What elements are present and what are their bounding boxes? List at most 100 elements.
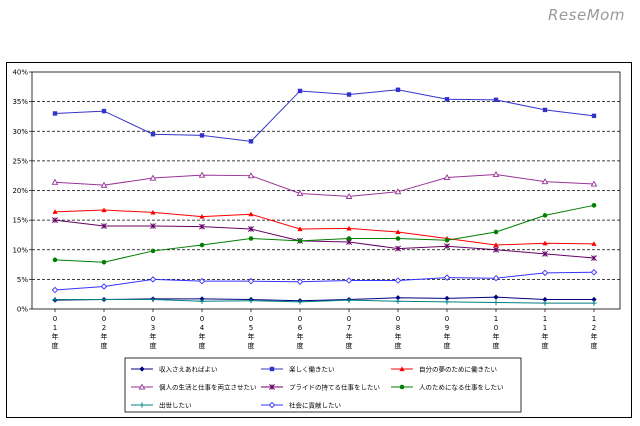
y-tick-label: 10%	[12, 246, 28, 254]
series-5	[52, 217, 597, 261]
series-line	[54, 209, 595, 246]
data-point	[493, 229, 499, 235]
data-point	[199, 133, 205, 138]
data-point	[591, 241, 597, 246]
data-point	[346, 92, 352, 97]
data-point	[395, 245, 401, 252]
data-point	[247, 172, 255, 179]
y-tick-label: 35%	[12, 98, 28, 106]
x-tick-label: 0 5 年度	[248, 315, 255, 350]
data-point	[296, 278, 304, 285]
data-point	[248, 211, 254, 217]
data-point	[591, 255, 597, 261]
data-point	[395, 87, 401, 92]
data-point	[541, 178, 549, 185]
data-point	[444, 97, 450, 102]
data-point	[395, 298, 401, 304]
series-8	[51, 269, 598, 294]
legend: 収入さえあればよい 楽しく働きたい 自分の夢のために働きたい個人の生活と仕事を両立さ…	[124, 357, 522, 413]
data-point	[493, 246, 499, 253]
legend-marker	[399, 366, 405, 372]
series-line	[55, 299, 594, 304]
data-point	[199, 213, 205, 219]
data-point	[150, 209, 156, 215]
legend-label: 個人の生活と仕事を両立させたい	[159, 383, 257, 392]
data-point	[345, 277, 353, 284]
legend-box	[124, 357, 522, 413]
data-point	[51, 286, 59, 294]
y-tick-label: 30%	[12, 128, 28, 136]
data-point	[52, 296, 58, 303]
data-point	[248, 226, 254, 232]
data-point	[395, 236, 401, 241]
data-point	[590, 180, 598, 187]
data-point	[345, 192, 353, 199]
data-point	[590, 269, 598, 276]
legend-item: プライドの持てる仕事をしたい	[261, 383, 380, 392]
data-point	[346, 236, 352, 241]
legend-label: 社会に貢献したい	[289, 401, 341, 410]
grid-lines	[31, 71, 621, 310]
data-point	[297, 299, 303, 305]
y-tick-label: 0%	[17, 306, 28, 314]
data-point	[150, 248, 156, 254]
series-2	[52, 87, 597, 144]
x-tick-label: 0 7 年度	[346, 315, 353, 350]
legend-label: 出世したい	[159, 401, 192, 410]
data-point	[443, 173, 451, 180]
data-point	[395, 229, 401, 235]
data-point	[492, 170, 500, 178]
data-point	[198, 277, 206, 285]
y-tick-label: 25%	[12, 157, 28, 165]
data-point	[493, 294, 499, 300]
series-line	[54, 204, 595, 263]
data-point	[542, 213, 548, 218]
data-point	[394, 277, 402, 284]
legend-marker	[139, 402, 145, 408]
data-point	[444, 243, 450, 250]
data-point	[542, 250, 548, 257]
series-1	[52, 294, 597, 304]
data-point	[395, 295, 401, 301]
y-tick-label: 5%	[17, 276, 28, 284]
legend-item: 楽しく働きたい	[261, 365, 335, 374]
data-point	[492, 274, 500, 282]
x-axis: 0 1 年度 0 2 年度 0 3 年度 0 4 年度 0 5 年度 0 6 年度 0 7 年度 0 8 年度 0 9 年度 1 0 年度…	[52, 309, 598, 350]
legend-label: 収入さえあればよい	[159, 365, 218, 374]
data-point	[346, 225, 352, 231]
x-tick-label: 1 1 年度	[542, 315, 549, 350]
data-point	[199, 242, 205, 248]
x-tick-label: 0 3 年度	[150, 315, 157, 350]
data-point	[591, 203, 597, 208]
series-line	[54, 219, 595, 259]
legend-item: 個人の生活と仕事を両立させたい	[131, 383, 257, 392]
data-point	[149, 174, 157, 181]
data-point	[52, 257, 58, 263]
data-point	[297, 88, 303, 94]
data-point	[297, 226, 303, 232]
data-point	[101, 207, 107, 213]
data-point	[247, 277, 255, 285]
legend-item: 自分の夢のために働きたい	[391, 365, 497, 374]
x-tick-label: 0 1 年度	[52, 315, 59, 350]
data-point	[150, 132, 156, 137]
data-point	[150, 223, 156, 230]
legend-marker	[269, 384, 275, 390]
data-point	[493, 242, 499, 248]
data-point	[150, 296, 156, 303]
chart-frame: 0% 5% 10% 15% 20% 25% 30% 35% 40% 0 1 年度 0 2 年度 0 3 年度 0 4…	[6, 62, 632, 418]
legend-marker	[399, 384, 405, 390]
legend-marker	[138, 383, 146, 390]
line-chart: 0% 5% 10% 15% 20% 25% 30% 35% 40% 0 1 年度 0 2 年度 0 3 年度 0 4…	[12, 69, 621, 413]
series-line	[54, 89, 595, 142]
legend-item: 収入さえあればよい	[131, 365, 218, 374]
data-point	[591, 113, 597, 119]
x-tick-label: 0 6 年度	[297, 315, 304, 350]
legend-label: プライドの持てる仕事をしたい	[289, 383, 380, 392]
x-tick-label: 0 9 年度	[444, 315, 451, 350]
data-point	[52, 111, 58, 116]
data-point	[199, 298, 205, 304]
legend-marker	[139, 366, 145, 372]
series-4	[51, 170, 598, 199]
data-point	[443, 274, 451, 281]
